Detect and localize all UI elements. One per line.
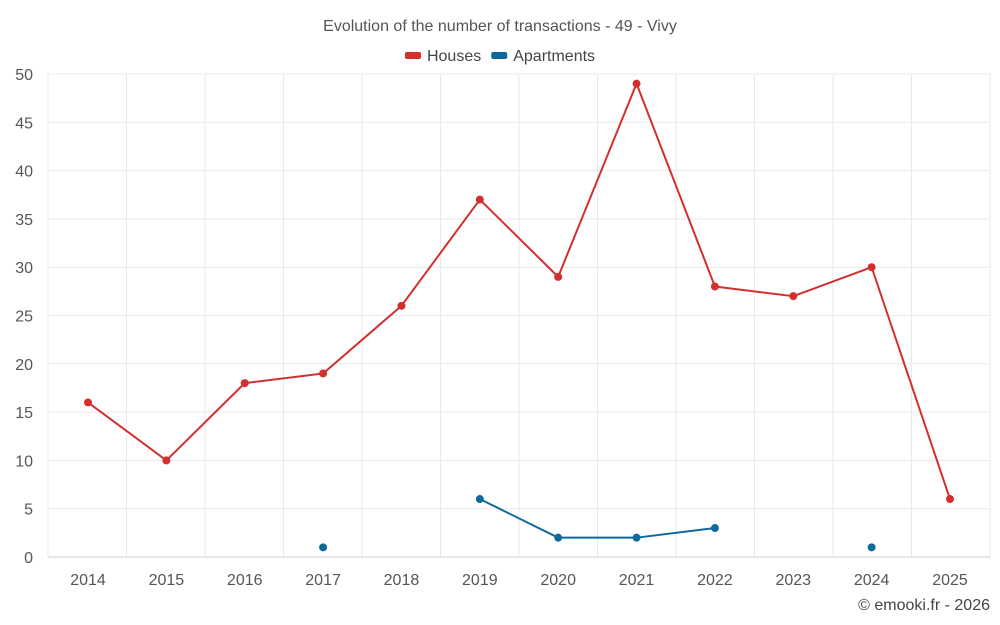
legend-item-houses: Houses xyxy=(404,48,481,65)
legend-swatch xyxy=(491,52,508,59)
legend-swatch xyxy=(404,52,421,59)
x-tick-label: 2019 xyxy=(462,572,498,589)
data-point xyxy=(554,533,563,542)
data-point xyxy=(475,495,484,504)
series-line-segment xyxy=(635,527,716,539)
series-line-segment xyxy=(87,401,168,462)
x-tick-label: 2016 xyxy=(227,572,263,589)
series-houses xyxy=(84,79,954,504)
legend-label: Houses xyxy=(427,48,481,65)
legend-item-apartments: Apartments xyxy=(491,48,595,65)
series-line-segment xyxy=(478,198,560,278)
data-point xyxy=(710,524,719,533)
series-line-segment xyxy=(870,266,951,501)
x-tick-label: 2021 xyxy=(619,572,655,589)
y-tick-label: 45 xyxy=(15,115,33,132)
data-point xyxy=(84,398,92,407)
x-tick-label: 2014 xyxy=(70,572,106,589)
data-point xyxy=(240,379,249,388)
x-tick-label: 2018 xyxy=(384,572,420,589)
y-tick-label: 30 xyxy=(15,260,33,277)
x-tick-label: 2017 xyxy=(305,572,341,589)
series-line-segment xyxy=(322,304,403,375)
legend-label: Apartments xyxy=(513,48,595,65)
credit-text: © emooki.fr - 2026 xyxy=(858,597,990,614)
data-point xyxy=(162,456,171,465)
y-tick-label: 5 xyxy=(24,502,33,519)
data-point xyxy=(867,263,876,272)
y-tick-label: 40 xyxy=(15,164,33,181)
data-point xyxy=(867,543,876,552)
data-point xyxy=(946,495,954,504)
series-line-segment xyxy=(557,82,638,278)
x-tick-label: 2024 xyxy=(854,572,890,589)
x-tick-label: 2023 xyxy=(775,572,811,589)
series-line-segment xyxy=(165,382,246,462)
y-tick-label: 35 xyxy=(15,212,33,229)
data-point xyxy=(789,292,798,301)
x-tick-label: 2020 xyxy=(540,572,576,589)
series-line-segment xyxy=(400,198,481,307)
grid-layer xyxy=(47,73,991,557)
x-tick-label: 2025 xyxy=(932,572,968,589)
chart-title: Evolution of the number of transactions … xyxy=(323,18,677,35)
y-tick-label: 15 xyxy=(15,405,33,422)
y-tick-label: 20 xyxy=(15,357,33,374)
data-point xyxy=(475,195,484,204)
data-point xyxy=(554,272,563,281)
series-line-segment xyxy=(478,498,560,539)
series-line-segment xyxy=(243,372,325,385)
y-tick-label: 0 xyxy=(24,550,33,567)
x-tick-label: 2015 xyxy=(149,572,185,589)
data-point xyxy=(710,282,719,291)
y-tick-label: 50 xyxy=(15,67,33,84)
series-layer xyxy=(84,79,954,552)
data-point xyxy=(632,533,641,542)
series-line-segment xyxy=(792,266,873,298)
series-apartments xyxy=(319,495,876,552)
series-line-segment xyxy=(713,285,795,298)
x-tick-label: 2022 xyxy=(697,572,733,589)
y-tick-label: 25 xyxy=(15,309,33,326)
data-point xyxy=(319,543,328,552)
data-point xyxy=(319,369,328,378)
data-point xyxy=(632,79,641,88)
legend: Houses Apartments xyxy=(404,48,595,65)
y-tick-label: 10 xyxy=(15,453,33,470)
data-point xyxy=(397,301,406,310)
series-line-segment xyxy=(635,82,716,288)
